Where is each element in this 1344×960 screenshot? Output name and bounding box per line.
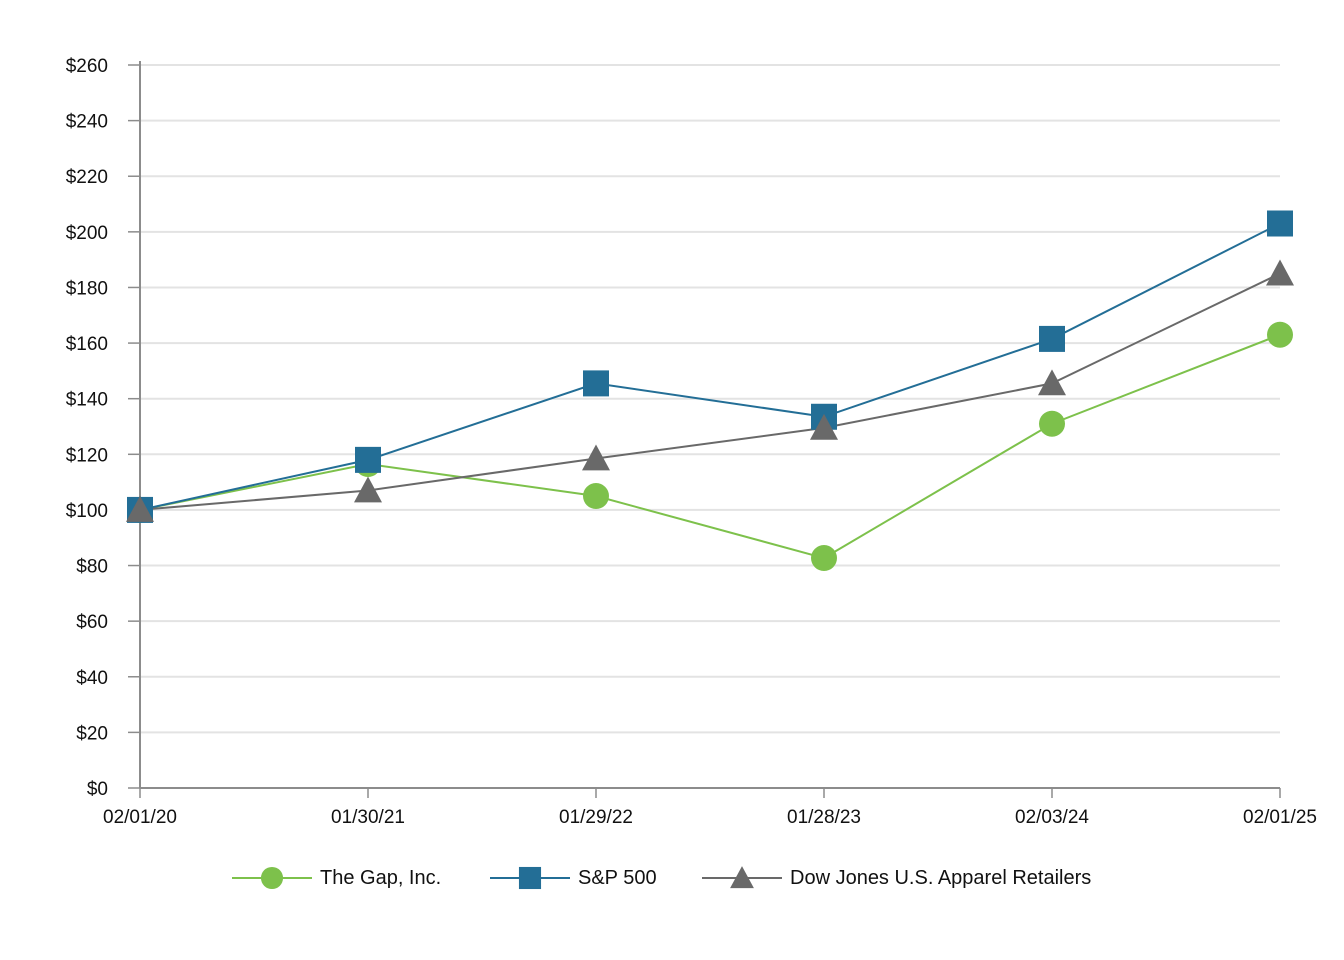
legend-label-2: Dow Jones U.S. Apparel Retailers [790, 867, 1091, 889]
legend-label-0: The Gap, Inc. [320, 867, 441, 889]
y-tick-label: $160 [66, 334, 108, 355]
y-tick-label: $200 [66, 223, 108, 244]
legend-label-1: S&P 500 [578, 867, 657, 889]
x-tick-label: 01/30/21 [331, 807, 405, 828]
series-lines [126, 210, 1294, 572]
series-2-point-5 [1266, 259, 1294, 286]
series-2-point-0 [126, 495, 154, 522]
series-2-point-1 [354, 476, 382, 503]
series-line-1 [139, 222, 1281, 511]
y-tick-label: $180 [66, 278, 108, 299]
series-1-point-1 [355, 446, 381, 473]
y-tick-label: $80 [76, 557, 108, 578]
x-tick-label: 02/01/25 [1243, 807, 1317, 828]
y-tick-label: $60 [76, 612, 108, 633]
series-line-2 [139, 272, 1281, 511]
y-tick-label: $140 [66, 390, 108, 411]
y-tick-label: $0 [87, 779, 108, 800]
y-tick-label: $220 [66, 167, 108, 188]
series-0-point-3 [811, 545, 837, 572]
legend-marker-0 [260, 866, 284, 890]
x-tick-label: 02/01/20 [103, 807, 177, 828]
series-line-0 [139, 333, 1281, 560]
y-tick-label: $120 [66, 445, 108, 466]
y-tick-label: $20 [76, 723, 108, 744]
y-tick-label: $100 [66, 501, 108, 522]
legend: The Gap, Inc. S&P 500 Dow Jones U.S. Appar… [232, 866, 1091, 890]
y-tick-label: $40 [76, 668, 108, 689]
x-tick-label: 01/28/23 [787, 807, 861, 828]
series-1-point-5 [1267, 210, 1293, 237]
series-0-point-5 [1267, 321, 1293, 348]
series-1-point-2 [583, 370, 609, 397]
series-2-point-4 [1038, 369, 1066, 396]
axes: $0 $20 $40 $60 $80 $100 $120 $140 $160 $180 $200 $2… [66, 56, 1317, 828]
series-0-point-4 [1039, 410, 1065, 437]
x-tick-label: 02/03/24 [1015, 807, 1089, 828]
series-0-point-2 [583, 483, 609, 510]
series-2-point-3 [810, 413, 838, 440]
legend-marker-1 [518, 866, 542, 890]
y-tick-label: $260 [66, 56, 108, 77]
series-1-point-4 [1039, 325, 1065, 352]
y-tick-label: $240 [66, 112, 108, 133]
legend-marker-2 [730, 866, 754, 889]
gridlines [140, 64, 1280, 734]
series-2-point-2 [582, 444, 610, 471]
x-tick-label: 01/29/22 [559, 807, 633, 828]
